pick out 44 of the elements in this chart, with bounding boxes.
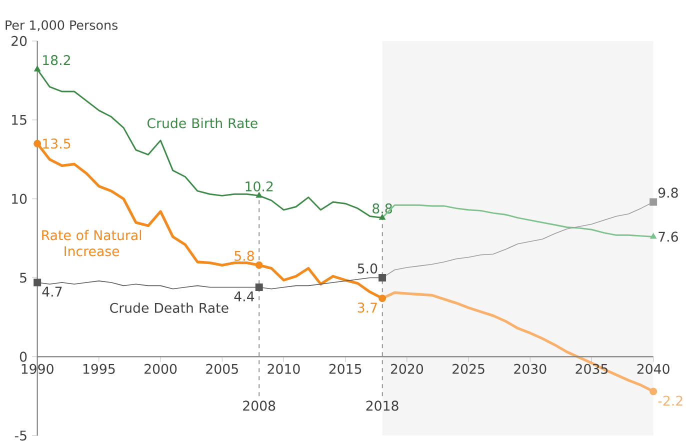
point [378, 294, 386, 302]
data-label: 4.4 [234, 292, 254, 302]
data-label: 10.2 [246, 181, 273, 192]
point [255, 261, 263, 269]
data-label: 18.2 [43, 55, 70, 66]
series-label: Crude Death Rate [110, 302, 228, 313]
y-tick-label: -5 [14, 430, 26, 441]
data-label: 8.8 [372, 203, 392, 214]
x-tick-label: 2010 [268, 364, 300, 374]
data-label: 9.8 [658, 188, 678, 198]
x-tick-label: 2030 [514, 364, 546, 374]
point [34, 140, 42, 148]
series-label: Crude Birth Rate [147, 118, 258, 128]
point [255, 284, 263, 291]
point [378, 274, 386, 282]
point [256, 192, 262, 198]
x-tick-label: 2000 [144, 364, 177, 374]
data-label: -2.2 [658, 396, 682, 406]
point [379, 214, 386, 220]
y-tick-label: 5 [20, 272, 26, 283]
y-tick-label: 20 [12, 36, 27, 46]
data-label: 7.6 [658, 232, 678, 242]
y-tick-label: 15 [12, 114, 26, 125]
y-axis-title: Per 1,000 Persons [6, 20, 118, 32]
x-tick-label: 2020 [390, 364, 424, 374]
ref-line-label: 2018 [366, 400, 398, 411]
data-label: 5.8 [234, 250, 254, 261]
x-tick-label: 2005 [206, 364, 238, 374]
y-tick-label: 0 [20, 352, 27, 362]
x-tick-label: 2025 [452, 364, 484, 374]
point [650, 198, 658, 206]
x-tick-label: 1995 [83, 364, 115, 374]
ref-line-label: 2008 [243, 400, 276, 411]
data-label: 5.0 [358, 263, 378, 274]
point [650, 388, 658, 396]
x-tick-label: 2040 [637, 364, 670, 374]
point [34, 66, 41, 72]
point [34, 278, 42, 286]
series-label: Rate of Natural Increase [42, 230, 142, 256]
data-label: 3.7 [358, 302, 377, 313]
x-tick-label: 2015 [329, 364, 362, 374]
data-label: 13.5 [43, 138, 70, 149]
y-tick-label: 10 [12, 194, 27, 204]
data-label: 4.7 [42, 286, 62, 297]
